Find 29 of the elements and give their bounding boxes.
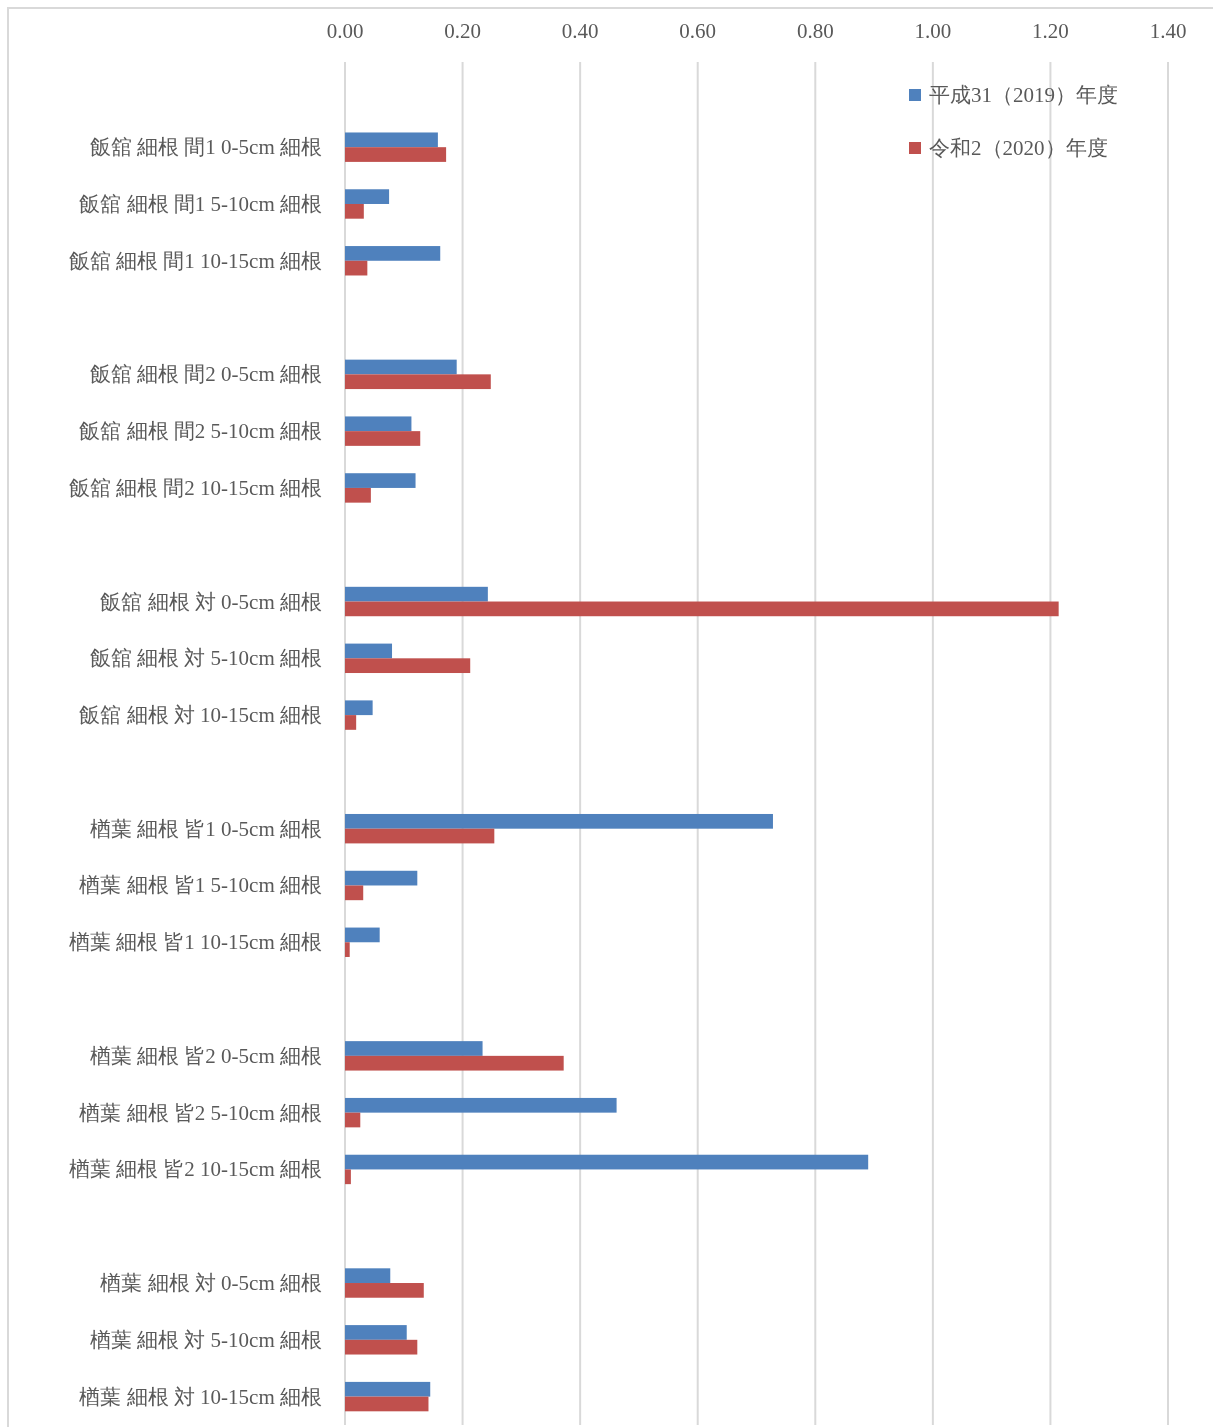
x-tick-label: 1.40 bbox=[1149, 19, 1187, 43]
y-tick-label: 飯舘 細根 間2 5-10cm 細根 bbox=[79, 419, 322, 444]
y-tick-label: 楢葉 細根 皆2 0-5cm 細根 bbox=[89, 1043, 322, 1068]
x-tick-label: 0.40 bbox=[561, 19, 599, 43]
y-tick-label: 楢葉 細根 対 5-10cm 細根 bbox=[89, 1327, 322, 1352]
y-tick-label: 飯舘 細根 対 10-15cm 細根 bbox=[79, 703, 322, 728]
y-tick-label: 飯舘 細根 間1 5-10cm 細根 bbox=[79, 191, 322, 216]
y-tick-label: 飯舘 細根 間2 0-5cm 細根 bbox=[89, 362, 322, 387]
x-tick-label: 0.80 bbox=[796, 19, 834, 43]
y-tick-label: 飯舘 細根 対 0-5cm 細根 bbox=[100, 589, 322, 614]
y-tick-label: 楢葉 細根 対 10-15cm 細根 bbox=[79, 1384, 322, 1409]
legend-label: 平成31（2019）年度 bbox=[929, 83, 1118, 107]
x-tick-label: 1.00 bbox=[914, 19, 952, 43]
y-tick-label: 楢葉 細根 皆2 10-15cm 細根 bbox=[68, 1157, 322, 1182]
x-tick-label: 0.00 bbox=[326, 19, 364, 43]
x-tick-label: 0.60 bbox=[679, 19, 717, 43]
y-tick-label: 楢葉 細根 皆1 10-15cm 細根 bbox=[68, 930, 322, 955]
y-tick-label: 楢葉 細根 対 0-5cm 細根 bbox=[100, 1271, 322, 1296]
y-tick-label: 楢葉 細根 皆1 0-5cm 細根 bbox=[89, 816, 322, 841]
x-tick-label: 1.20 bbox=[1032, 19, 1069, 43]
legend-label: 令和2（2020）年度 bbox=[929, 136, 1108, 160]
y-tick-label: 飯舘 細根 対 5-10cm 細根 bbox=[89, 646, 322, 671]
x-tick-label: 0.20 bbox=[444, 19, 481, 43]
y-tick-label: 飯舘 細根 間1 0-5cm 細根 bbox=[89, 135, 322, 160]
y-tick-label: 楢葉 細根 皆1 5-10cm 細根 bbox=[79, 873, 322, 898]
y-tick-label: 楢葉 細根 皆2 5-10cm 細根 bbox=[79, 1100, 322, 1125]
y-tick-label: 飯舘 細根 間1 10-15cm 細根 bbox=[68, 248, 322, 273]
legend: 平成31（2019）年度 令和2（2020）年度 bbox=[909, 83, 1118, 160]
y-tick-label: 飯舘 細根 間2 10-15cm 細根 bbox=[68, 475, 322, 500]
